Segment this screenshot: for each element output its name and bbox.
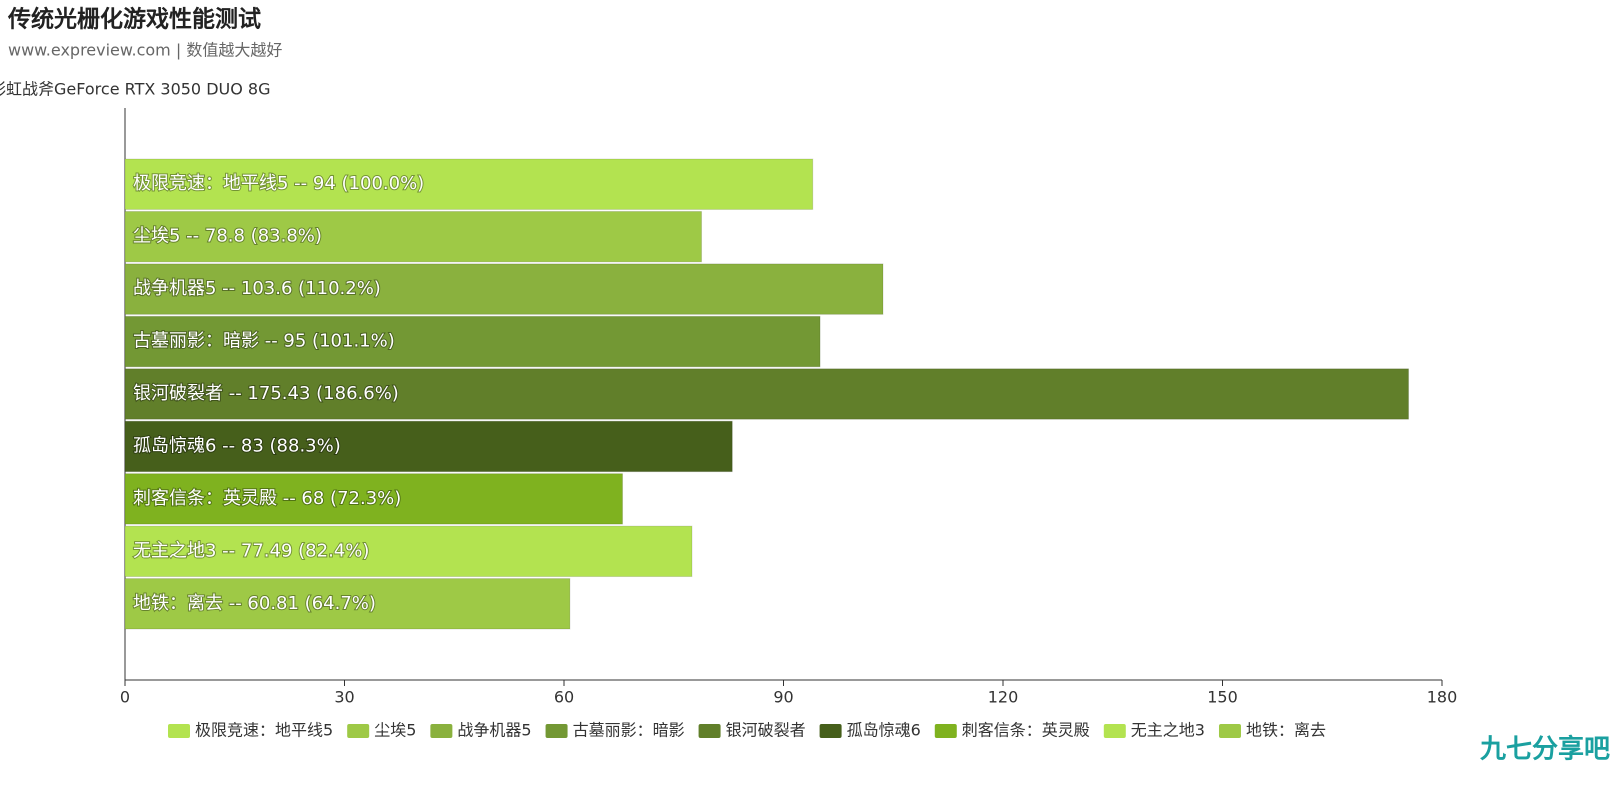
bar <box>124 420 733 473</box>
bar <box>124 473 624 525</box>
bar <box>124 263 884 315</box>
legend-swatch <box>819 724 842 738</box>
legend-swatch <box>545 724 568 738</box>
data-label: 战争机器5 -- 103.6 (110.2%) <box>133 278 381 299</box>
bar <box>124 210 703 263</box>
legend-label: 刺客信条：英灵殿 <box>962 721 1090 740</box>
legend-label: 尘埃5 <box>374 721 416 740</box>
data-label: 尘埃5 -- 78.8 (83.8%) <box>133 226 322 247</box>
data-label: 古墓丽影：暗影 -- 95 (101.1%) <box>133 331 395 352</box>
legend-swatch <box>168 724 190 738</box>
legend-label: 孤岛惊魂6 <box>847 721 921 740</box>
legend-label: 无主之地3 <box>1131 721 1205 740</box>
x-tick-label: 60 <box>554 688 574 707</box>
bar <box>124 158 814 210</box>
legend-label: 战争机器5 <box>457 721 531 740</box>
legend-label: 古墓丽影：暗影 <box>573 721 685 740</box>
chart-subtitle: www.expreview.com | 数值越大越好 <box>8 41 282 60</box>
data-label: 无主之地3 -- 77.49 (82.4%) <box>133 540 369 561</box>
chart-title: 传统光栅化游戏性能测试 <box>7 6 261 33</box>
data-label: 地铁：离去 -- 60.81 (64.7%) <box>133 593 376 614</box>
x-tick-label: 30 <box>334 688 354 707</box>
watermark: 九七分享吧 <box>1479 734 1610 765</box>
legend-label: 地铁：离去 <box>1246 721 1326 740</box>
legend-label: 银河破裂者 <box>726 721 806 740</box>
x-tick-label: 90 <box>773 688 793 707</box>
data-label: 极限竞速：地平线5 -- 94 (100.0%) <box>133 173 424 194</box>
x-tick-label: 150 <box>1207 688 1238 707</box>
x-tick-label: 180 <box>1427 688 1458 707</box>
data-label: 银河破裂者 -- 175.43 (186.6%) <box>133 383 399 404</box>
bar <box>124 368 1410 420</box>
legend-swatch <box>1218 724 1241 738</box>
legend-swatch <box>934 724 957 738</box>
bar <box>124 525 693 578</box>
x-tick-label: 120 <box>988 688 1019 707</box>
legend-swatch <box>347 724 370 738</box>
legend-swatch <box>698 724 721 738</box>
x-tick-label: 0 <box>120 688 130 707</box>
data-label: 刺客信条：英灵殿 -- 68 (72.3%) <box>133 488 401 509</box>
bar <box>124 315 821 368</box>
legend-label: 极限竞速：地平线5 <box>195 721 333 740</box>
legend-swatch <box>1103 724 1126 738</box>
data-label: 孤岛惊魂6 -- 83 (88.3%) <box>133 435 341 456</box>
bar <box>124 578 571 630</box>
y-axis-label: 彩虹战斧GeForce RTX 3050 DUO 8G <box>0 80 271 99</box>
legend-swatch <box>430 724 453 738</box>
